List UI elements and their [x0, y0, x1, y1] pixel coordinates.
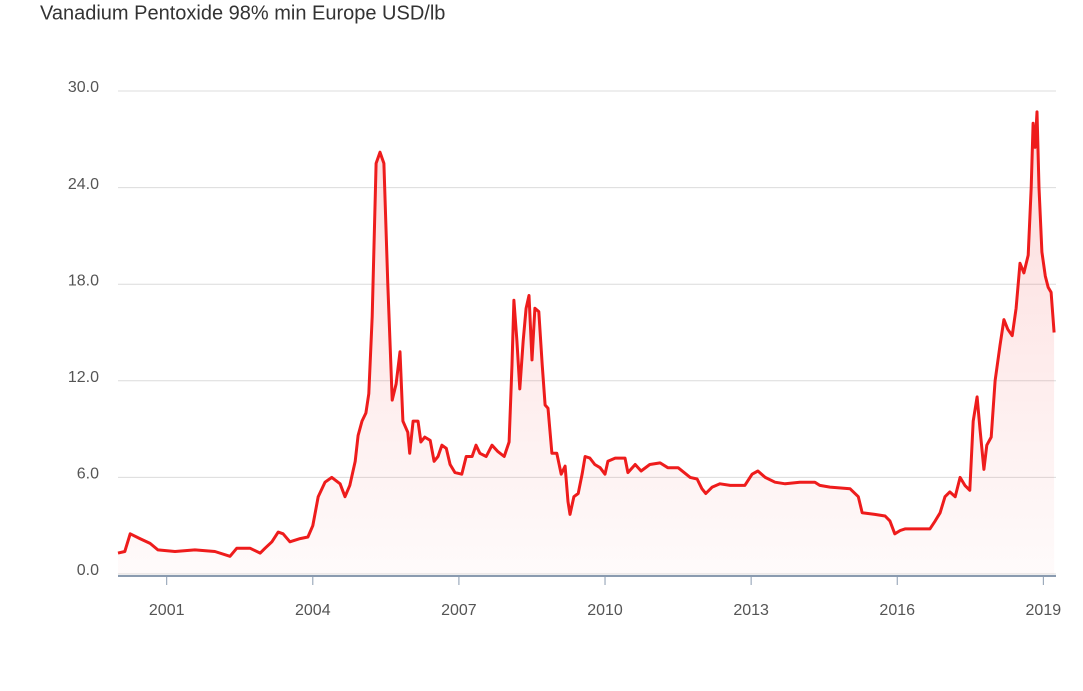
y-tick-label: 18.0: [68, 272, 99, 289]
y-tick-label: 0.0: [77, 562, 99, 579]
y-tick-label: 30.0: [68, 79, 99, 96]
x-tick-label: 2004: [295, 602, 331, 619]
area-fill: [118, 111, 1055, 575]
x-tick-label: 2001: [149, 602, 185, 619]
x-tick-label: 2007: [441, 602, 477, 619]
y-tick-label: 24.0: [68, 176, 99, 193]
chart-title: Vanadium Pentoxide 98% min Europe USD/lb: [40, 2, 445, 24]
y-tick-label: 6.0: [77, 466, 99, 483]
x-tick-label: 2019: [1026, 602, 1062, 619]
y-tick-label: 12.0: [68, 369, 99, 386]
line: [117, 110, 1056, 558]
x-tick-label: 2010: [587, 602, 623, 619]
x-tick-label: 2013: [733, 602, 769, 619]
x-tick-label: 2016: [879, 602, 915, 619]
